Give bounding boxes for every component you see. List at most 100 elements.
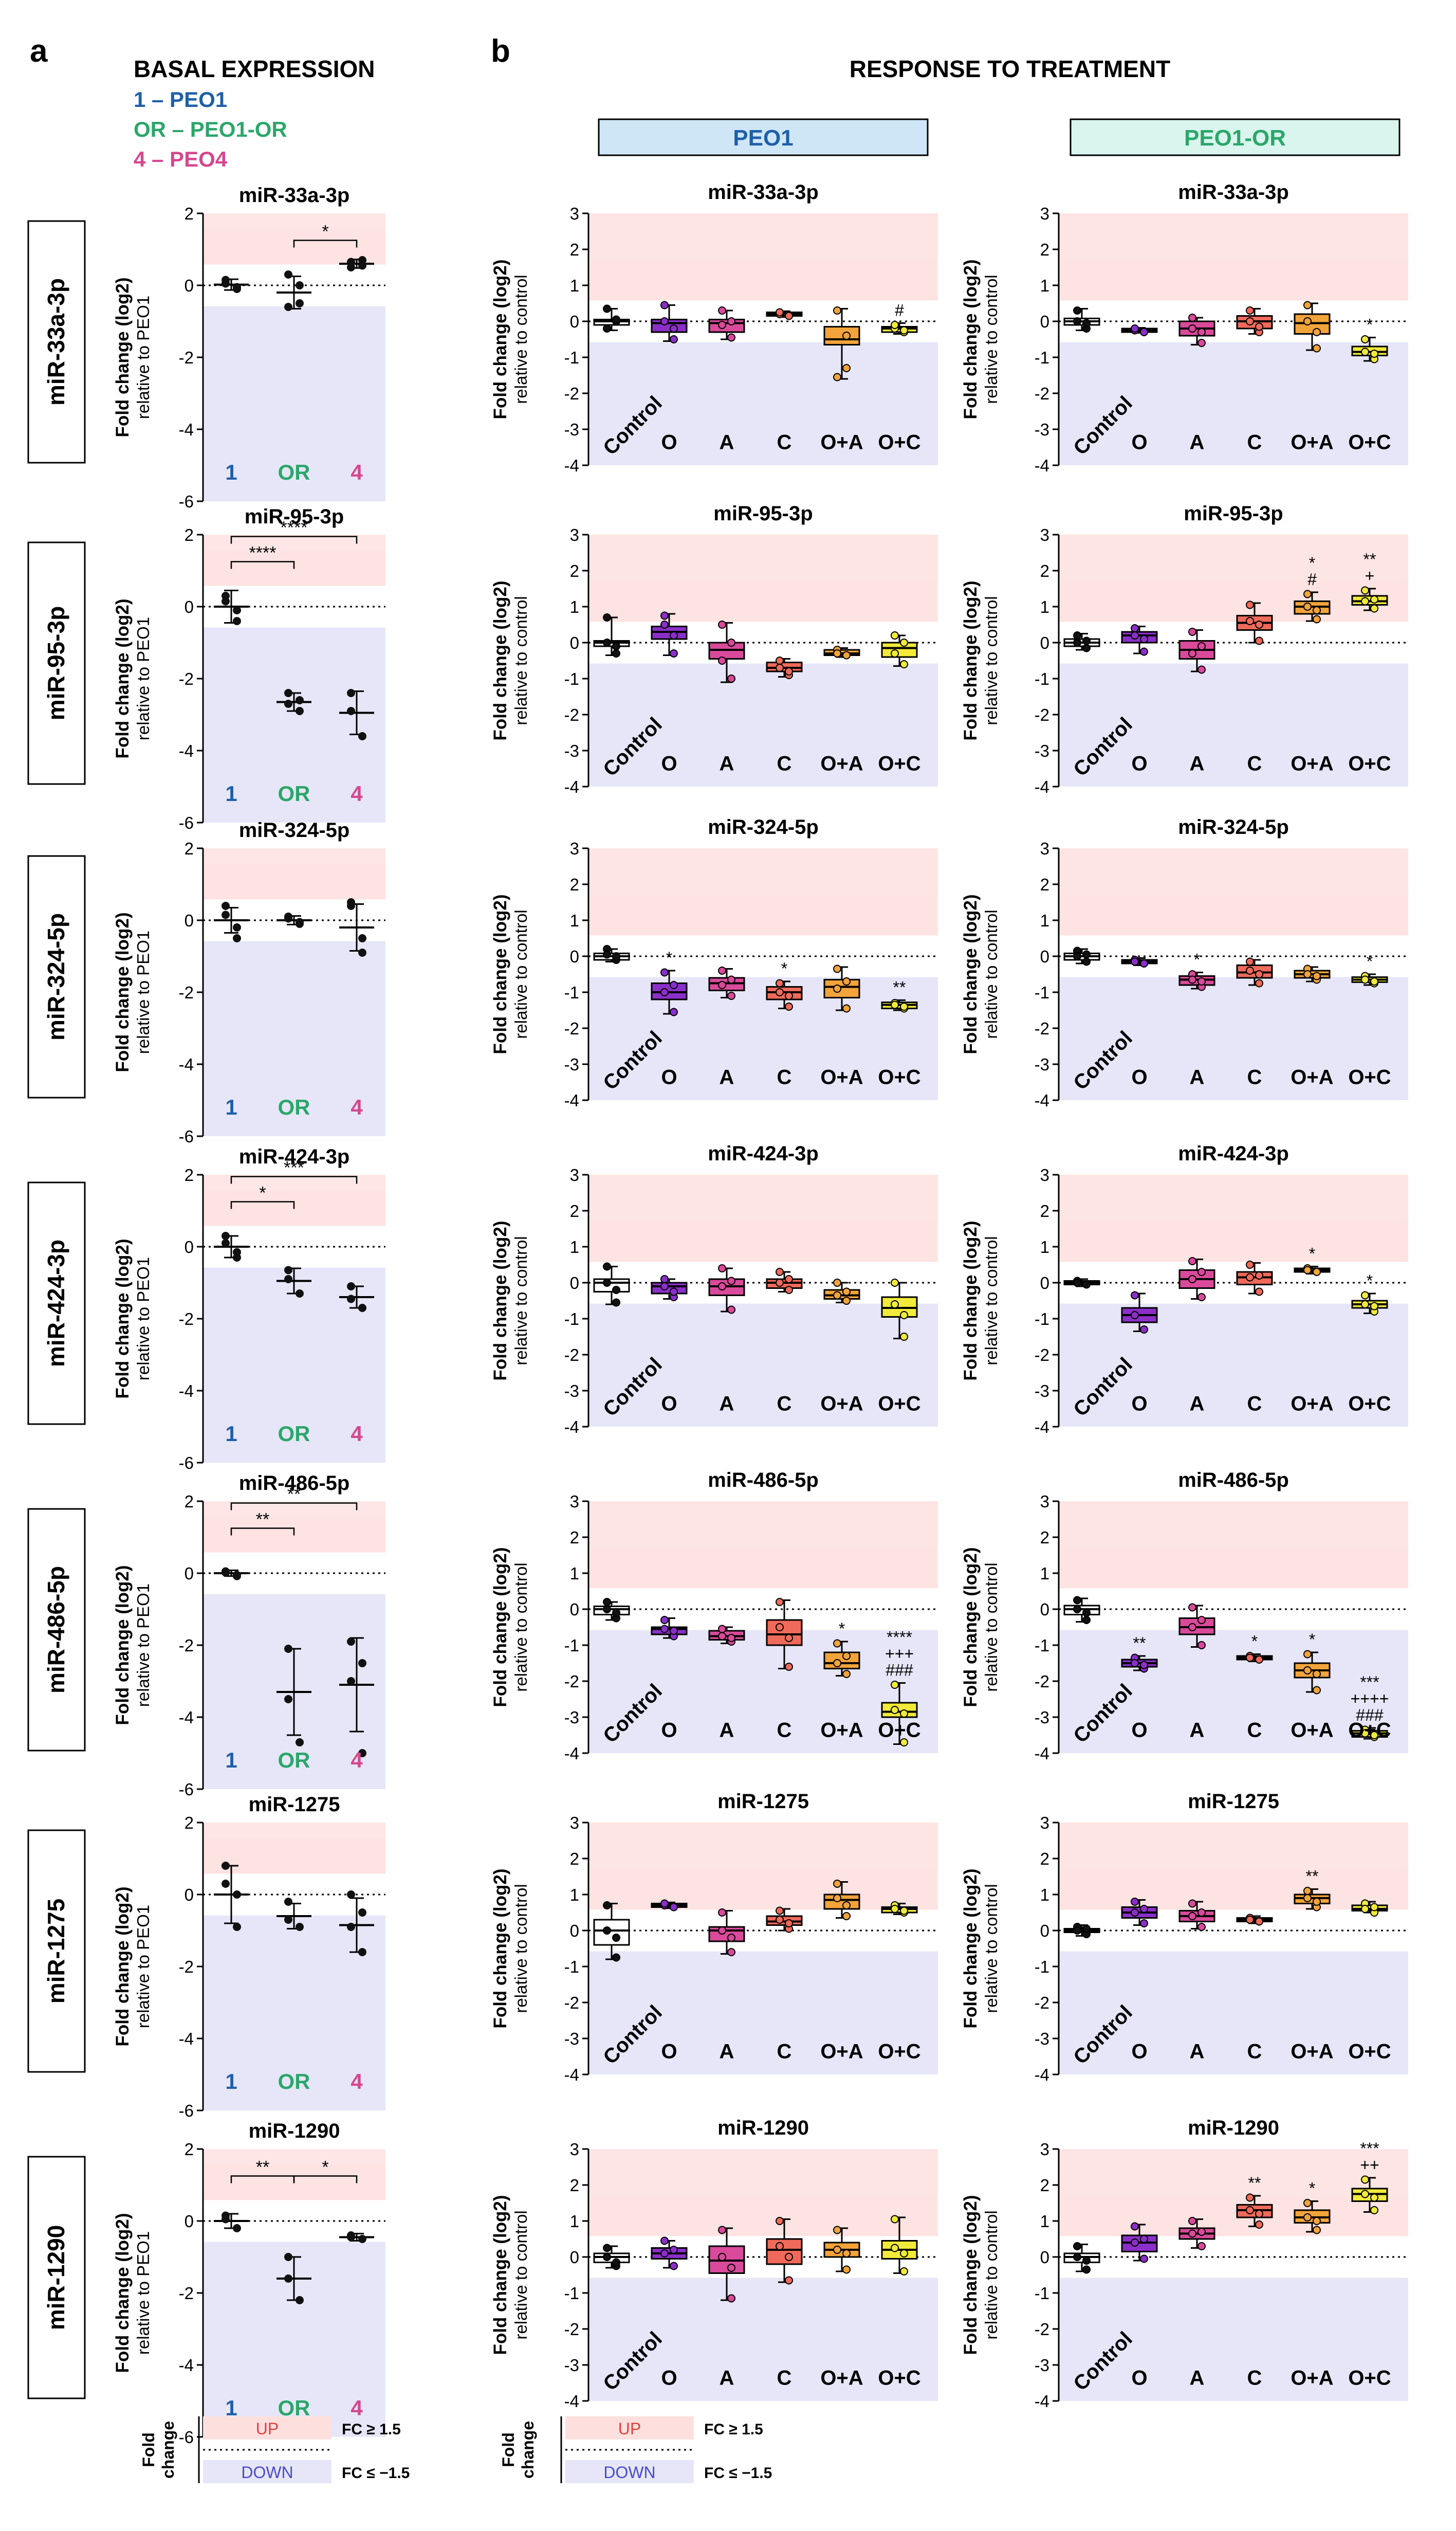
data-point (900, 639, 908, 647)
y-tick-label: 0 (570, 633, 579, 652)
box (651, 1282, 688, 1295)
basal-chart: 2 0 -2 -4 -6 miR-486-5p Fold change (log2) rela… (113, 1472, 385, 1799)
data-point (1131, 1291, 1139, 1300)
data-point (1197, 1616, 1206, 1624)
data-point (785, 1286, 793, 1294)
y-axis-label: relative to control (511, 275, 530, 404)
x-tick-label: C (777, 1066, 792, 1089)
data-point (833, 306, 841, 315)
chart-area: 1 – PEO1 OR – PEO1-OR 4 – PEO4 PEO1 PEO1-OR m… (27, 87, 1408, 2483)
significance-label: * (322, 2158, 328, 2177)
y-tick-label: -3 (1035, 1708, 1049, 1727)
data-point (603, 1901, 611, 1909)
data-point (1188, 1275, 1196, 1283)
significance-label: ++ (1360, 2156, 1379, 2174)
data-point (727, 2264, 735, 2272)
y-tick-label: 0 (185, 2212, 194, 2231)
data-point (1188, 1899, 1196, 1908)
data-point (727, 317, 735, 325)
data-point (718, 1926, 726, 1935)
response-chart: 3 2 1 0 -1 -2 -3 -4 miR-324-5p Fold change (log2)… (961, 816, 1408, 1110)
response-chart: 3 2 1 0 -1 -2 -3 -4 miR-1290 Fold change (log2) re… (490, 2117, 938, 2411)
box (823, 326, 860, 345)
x-tick-label: A (720, 1393, 734, 1415)
data-point (833, 1894, 841, 1902)
y-tick-label: -6 (179, 1127, 194, 1146)
data-point (1255, 1917, 1263, 1926)
y-tick-label: -3 (1035, 1381, 1049, 1400)
data-point (1197, 977, 1206, 986)
data-point (233, 934, 241, 942)
y-tick-label: -2 (179, 348, 194, 367)
y-tick-label: 2 (1040, 1849, 1049, 1868)
y-tick-label: 3 (570, 525, 579, 544)
y-axis-label: Fold change (log2) (113, 1886, 133, 2046)
data-point (1370, 2206, 1378, 2214)
y-tick-label: 3 (1040, 1492, 1049, 1511)
data-point (358, 1304, 366, 1312)
data-point (1082, 1609, 1091, 1617)
data-point (1188, 1257, 1196, 1265)
chart-title: miR-95-3p (245, 505, 344, 528)
data-point (1246, 1653, 1254, 1662)
x-tick-label: O+A (820, 1719, 863, 1742)
y-tick-label: 0 (1040, 2248, 1049, 2267)
y-tick-label: 3 (1040, 2140, 1049, 2159)
y-tick-label: 3 (570, 2140, 579, 2159)
data-point (842, 1912, 851, 1920)
x-tick-label: C (777, 753, 792, 775)
x-tick-label: O+A (820, 753, 863, 775)
x-tick-label: A (720, 431, 734, 454)
y-tick-label: -4 (179, 2029, 194, 2048)
data-point (358, 2235, 366, 2243)
y-tick-label: -2 (179, 1309, 194, 1328)
data-point (727, 2294, 735, 2303)
significance-bracket (230, 1201, 295, 1209)
x-tick-label: A (1190, 1393, 1205, 1415)
data-point (670, 649, 678, 658)
x-tick-label: O (1131, 1066, 1147, 1089)
data-point (1131, 324, 1139, 333)
data-point (1361, 335, 1369, 343)
y-tick-label: -2 (1035, 384, 1049, 403)
y-tick-label: 2 (185, 1166, 194, 1185)
row-label-box (27, 855, 86, 1099)
y-axis-label: relative to control (511, 1562, 530, 1691)
basal-chart: 2 0 -2 -4 -6 miR-1275 Fold change (log2) relati… (113, 1793, 385, 2120)
chart-title: miR-324-5p (708, 816, 819, 839)
up-zone (588, 2149, 938, 2236)
y-tick-label: -3 (1035, 420, 1049, 439)
x-tick-label: O (661, 1066, 677, 1089)
data-point (1073, 306, 1081, 315)
data-point (842, 1004, 851, 1013)
y-tick-label: -2 (564, 1345, 579, 1364)
legend-line: 1 – PEO1 (134, 87, 227, 112)
data-point (1361, 586, 1369, 595)
data-point (842, 364, 851, 372)
up-zone (203, 213, 385, 265)
box (881, 642, 918, 658)
chart-title: miR-33a-3p (239, 184, 350, 207)
y-tick-label: 2 (1040, 1201, 1049, 1221)
x-tick-label: O+C (878, 1393, 920, 1415)
y-tick-label: 0 (1040, 1921, 1049, 1940)
data-point (233, 1248, 241, 1257)
data-point (660, 301, 669, 309)
data-point (284, 2253, 292, 2261)
x-tick-label: O+C (1348, 2367, 1391, 2390)
y-tick-label: -1 (1035, 2284, 1049, 2303)
box (708, 319, 745, 333)
x-tick-label: O+A (820, 2041, 863, 2063)
x-tick-label: O (661, 2041, 677, 2063)
data-point (1303, 2213, 1312, 2222)
x-tick-label: A (1190, 2367, 1205, 2390)
data-point (1303, 970, 1312, 978)
legend-axis-label: change (159, 2421, 177, 2479)
data-point (1140, 2254, 1148, 2263)
data-point (776, 1598, 784, 1606)
data-point (891, 1279, 899, 1287)
data-point (1073, 1605, 1081, 1613)
row-label: miR-424-3p (43, 1240, 69, 1367)
y-tick-label: 1 (570, 911, 579, 930)
data-point (222, 902, 230, 910)
